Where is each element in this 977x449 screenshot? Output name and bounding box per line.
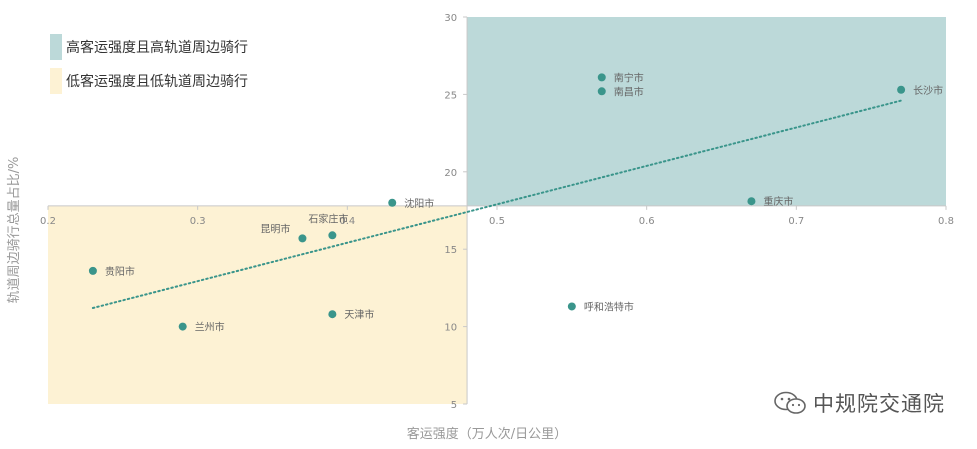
watermark-text: 中规院交通院: [813, 392, 945, 416]
y-axis-title: 轨道周边骑行总量占比/%: [7, 157, 22, 304]
watermark: 中规院交通院: [773, 388, 945, 418]
data-point: [328, 231, 337, 240]
data-point: [88, 266, 97, 275]
data-point: [178, 322, 187, 331]
x-tick-label: 0.7: [788, 216, 804, 227]
quadrant-region-1: [48, 205, 468, 404]
legend-item-high: 高客运强度且高轨道周边骑行: [50, 34, 248, 60]
y-tick-label: 5: [451, 400, 457, 411]
legend-swatch-low: [50, 68, 62, 94]
quadrant-regions: [48, 17, 946, 404]
quadrant-region-0: [467, 17, 946, 206]
x-tick-label: 0.4: [339, 216, 355, 227]
data-point: [388, 198, 397, 207]
axes: 0.2 0.3 0.4 0.5 0.6 0.7 0.8 5 10 15 20 25 30: [40, 13, 954, 411]
x-axis-title: 客运强度（万人次/日公里）: [407, 426, 567, 442]
x-tick-label: 0.6: [639, 216, 655, 227]
data-point: [747, 197, 756, 206]
x-tick-label: 0.2: [40, 216, 56, 227]
data-point: [597, 87, 606, 96]
y-tick-label: 25: [444, 90, 457, 101]
y-tick-label: 10: [444, 323, 457, 334]
wechat-icon: [774, 391, 806, 414]
data-point: [597, 73, 606, 82]
legend-label-low: 低客运强度且低轨道周边骑行: [66, 74, 248, 90]
y-tick-label: 20: [444, 168, 457, 179]
point-label: 贵阳市: [105, 265, 135, 278]
legend: 高客运强度且高轨道周边骑行 低客运强度且低轨道周边骑行: [50, 34, 248, 102]
data-point: [298, 234, 307, 243]
x-tick-label: 0.8: [938, 216, 954, 227]
point-label: 重庆市: [763, 195, 793, 208]
y-tick-label: 15: [444, 245, 457, 256]
data-point: [897, 85, 906, 94]
point-label: 石家庄市: [308, 212, 348, 225]
x-tick-label: 0.5: [489, 216, 505, 227]
trendline: [91, 99, 903, 310]
point-label: 南昌市: [614, 85, 644, 98]
point-label: 呼和浩特市: [584, 300, 634, 313]
legend-swatch-high: [50, 34, 62, 60]
trendline-layer: [91, 99, 903, 310]
point-label: 沈阳市: [404, 197, 434, 210]
point-label: 南宁市: [614, 71, 644, 84]
data-point: [567, 302, 576, 311]
point-label: 兰州市: [195, 321, 225, 334]
legend-item-low: 低客运强度且低轨道周边骑行: [50, 68, 248, 94]
x-tick-label: 0.3: [190, 216, 206, 227]
point-label: 昆明市: [260, 222, 290, 235]
data-point: [328, 310, 337, 319]
point-label: 天津市: [344, 308, 374, 321]
legend-label-high: 高客运强度且高轨道周边骑行: [66, 40, 248, 56]
point-label: 长沙市: [913, 84, 943, 97]
y-tick-label: 30: [444, 13, 457, 24]
